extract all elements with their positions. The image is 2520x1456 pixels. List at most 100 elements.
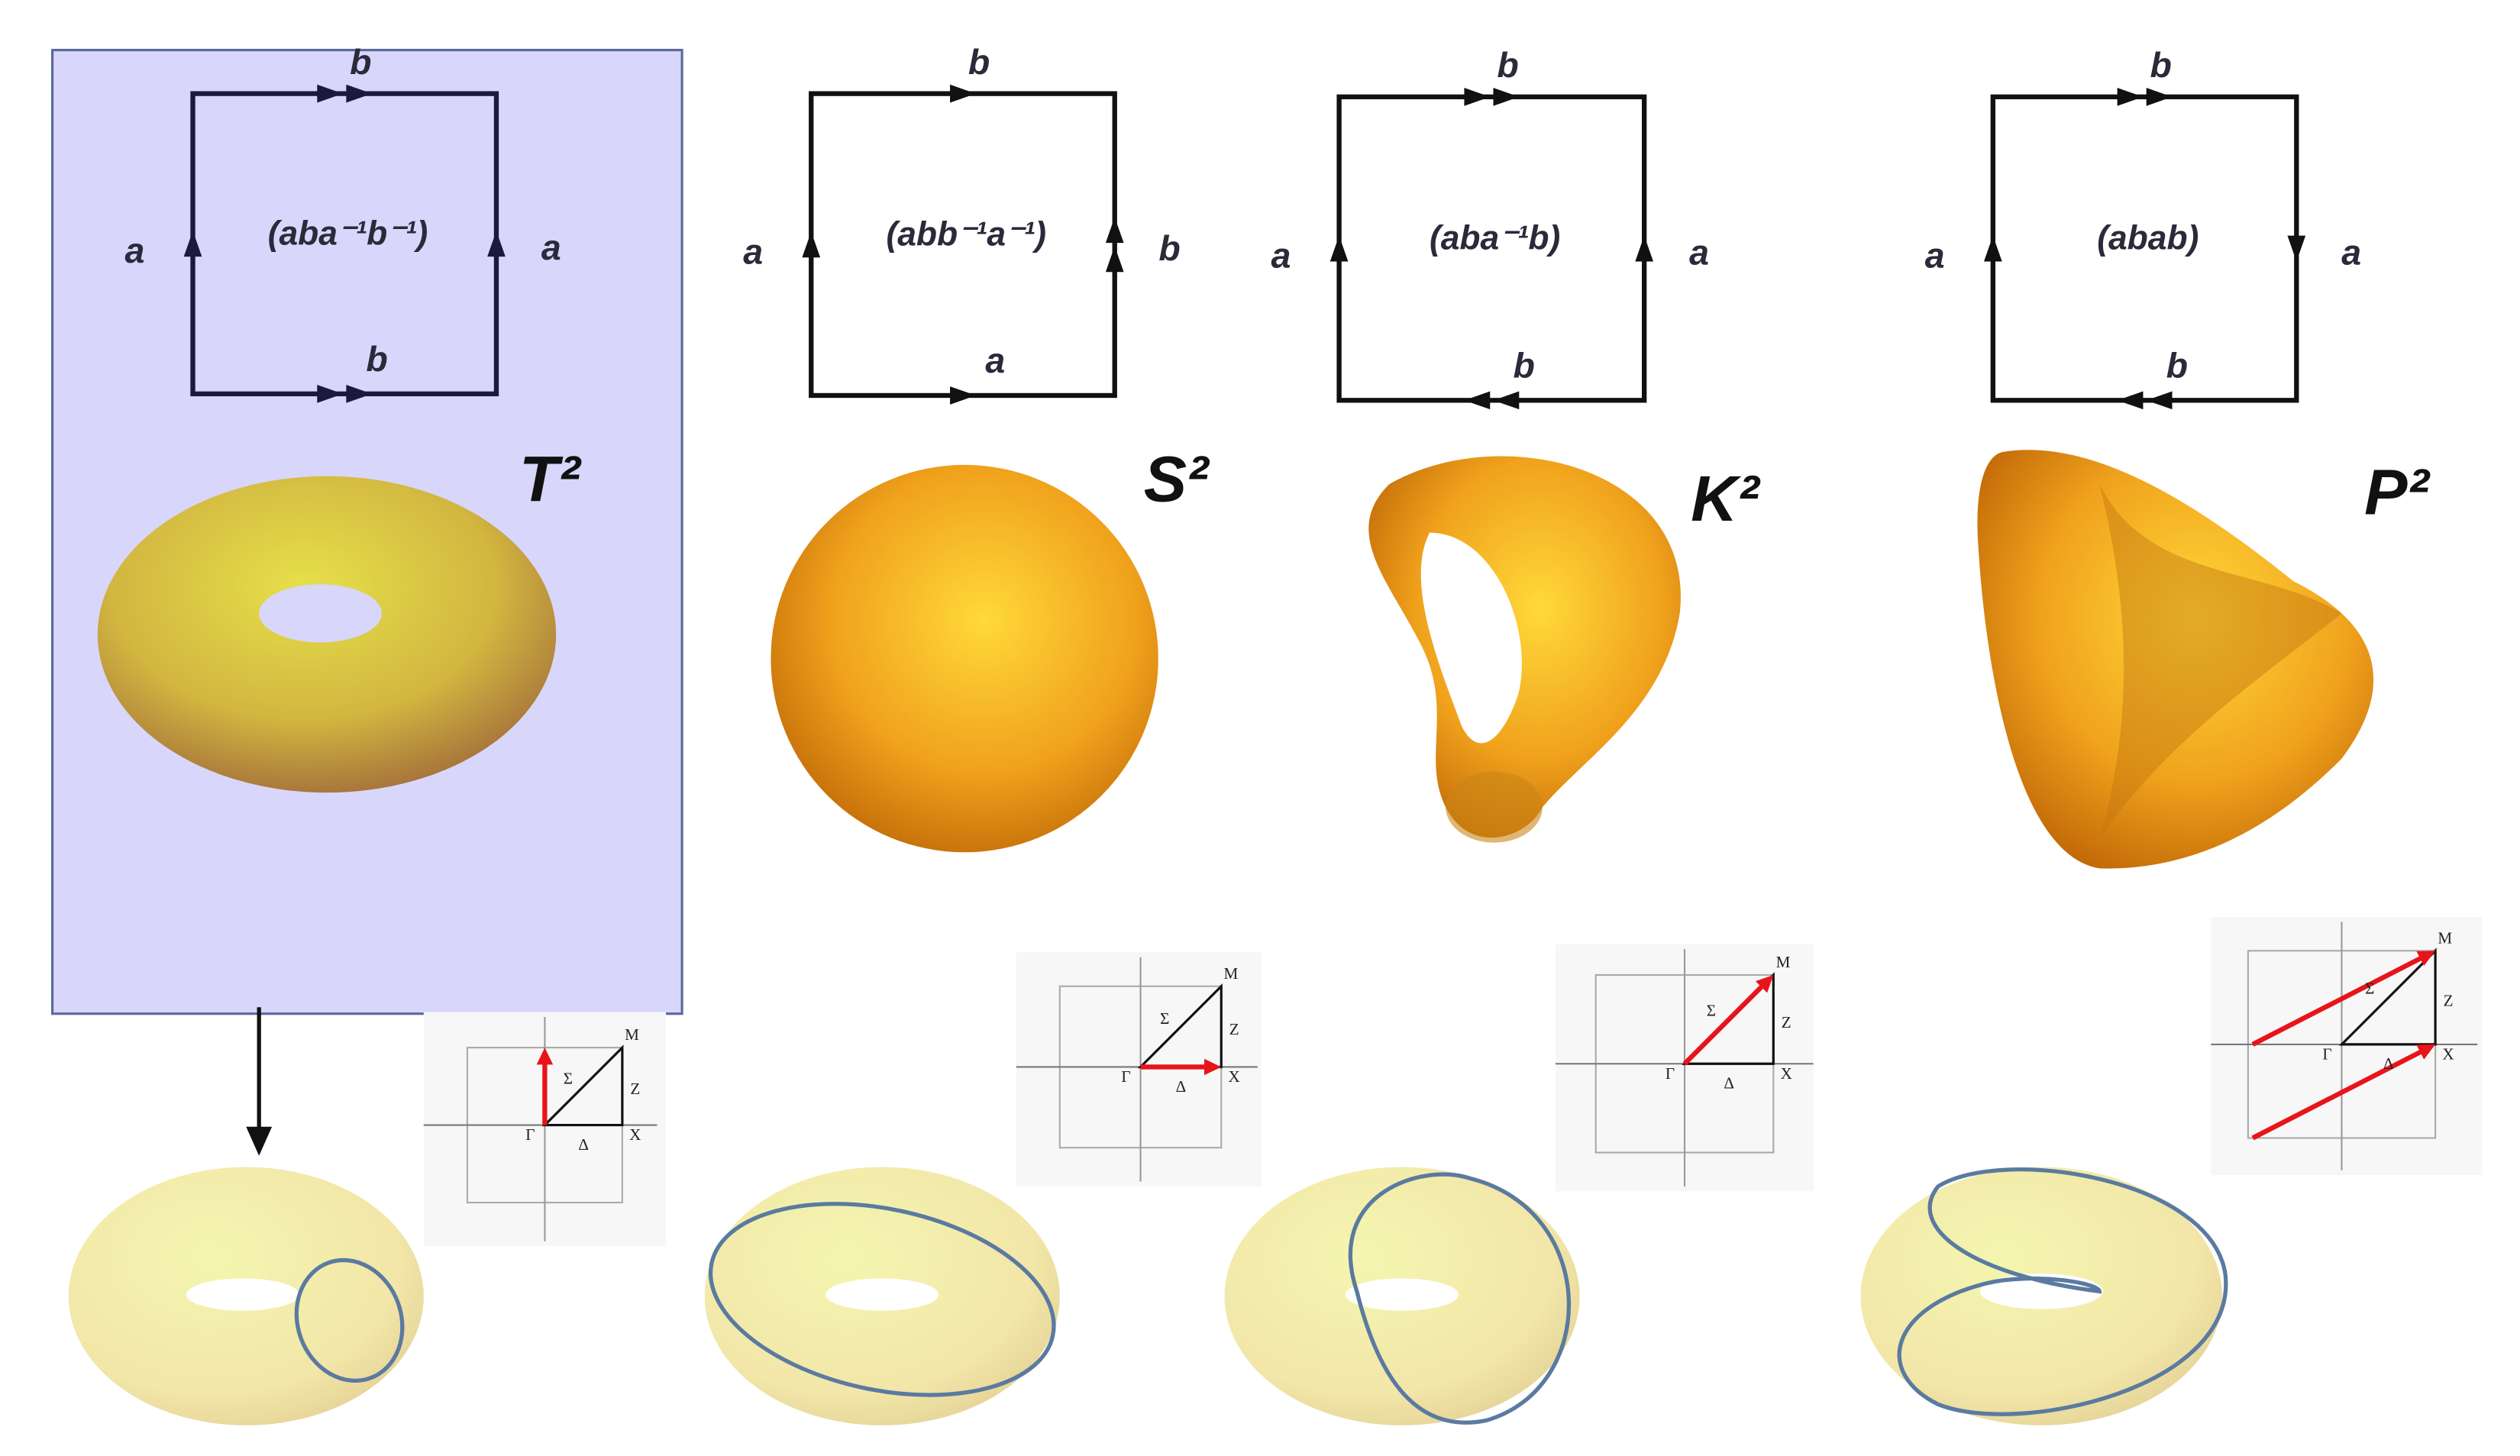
ibz [541, 1044, 624, 1127]
edge-label: a [124, 231, 144, 270]
edge-label: a [1689, 232, 1709, 272]
inset-label: Γ [525, 1125, 535, 1144]
edge-label: b [350, 42, 371, 82]
surface-name: K² [1691, 462, 1760, 534]
edge-label: b [1158, 228, 1180, 268]
edge-arrow [317, 385, 344, 403]
inset-label: Z [2444, 992, 2454, 1010]
inset-label: Γ [1665, 1064, 1675, 1083]
torus-hole [1346, 1278, 1459, 1311]
inset-label: Γ [2322, 1045, 2331, 1064]
torus-hole [186, 1278, 300, 1311]
edge-arrow [2146, 88, 2173, 106]
path-curve [294, 1257, 405, 1383]
edge-label: a [1271, 236, 1291, 276]
edge-arrow [950, 84, 976, 103]
edge-arrow [1493, 391, 1520, 410]
inset-label: Z [1782, 1013, 1791, 1031]
edge-label: a [985, 341, 1005, 380]
edge-arrow [1464, 391, 1491, 410]
edge-arrow [317, 84, 344, 103]
inset-label: X [2442, 1045, 2454, 1064]
inset-label: Γ [1121, 1067, 1130, 1086]
edge-arrow [346, 385, 373, 403]
surface-name: P² [2364, 456, 2430, 528]
edge-arrow [1984, 235, 2002, 262]
inset-label: M [1224, 964, 1239, 983]
inset-label: Δ [2383, 1054, 2394, 1073]
edge-arrow [2146, 391, 2173, 410]
edge-label: b [968, 42, 990, 82]
inset-label: M [625, 1025, 639, 1044]
ibz [2338, 948, 2437, 1046]
edge-arrow [183, 231, 202, 257]
edge-arrow [487, 231, 506, 257]
edge-label: b [2150, 45, 2172, 85]
cross-cap [1977, 450, 2374, 869]
path-curve [708, 1202, 1056, 1397]
edge-label: a [1925, 236, 1945, 276]
inset-label: Σ [564, 1070, 573, 1088]
word: (abab) [2097, 220, 2199, 257]
edge-arrow [2287, 235, 2306, 262]
edge-label: b [366, 339, 387, 379]
red-path [2251, 1048, 2424, 1141]
inset-label: X [629, 1125, 641, 1144]
inset-label: M [1776, 953, 1791, 971]
edge-arrow [2117, 88, 2144, 106]
edge-arrow [1635, 235, 1654, 262]
bottom-tori [68, 1167, 2228, 1425]
edge-arrow [1329, 235, 1349, 262]
torus-hole [259, 584, 382, 643]
red-arrow-head [1755, 974, 1774, 993]
path-curve [1897, 1167, 2228, 1416]
inset-label: Z [1229, 1020, 1239, 1038]
inset-label: Σ [1707, 1002, 1716, 1020]
red-arrow-head [2416, 951, 2436, 966]
inset-label: Z [630, 1080, 640, 1098]
sphere [771, 464, 1158, 853]
red-path [1682, 983, 1766, 1066]
edge-label: b [2166, 345, 2188, 385]
edge-arrow [1464, 88, 1491, 106]
edge-arrow [1105, 217, 1124, 244]
inset-label: Δ [1176, 1077, 1187, 1096]
edge-label: b [1497, 45, 1518, 85]
red-path [2251, 955, 2424, 1047]
inset-label: Δ [1724, 1074, 1734, 1093]
word: (abb⁻¹a⁻¹) [886, 215, 1046, 253]
edge-label: b [1513, 345, 1534, 385]
edge-arrow [2117, 391, 2144, 410]
edge-arrow [346, 84, 373, 103]
edge-label: a [743, 231, 763, 271]
edge-arrow [802, 231, 821, 258]
red-arrow-head [2416, 1044, 2436, 1060]
inset-label: Σ [2365, 980, 2374, 998]
inset-label: Δ [578, 1135, 589, 1154]
inset-bg [2211, 916, 2483, 1176]
inset-label: Σ [1160, 1009, 1169, 1028]
inset-label: M [2438, 928, 2452, 947]
cross-cap-fold [2099, 484, 2342, 840]
inset-label: X [1781, 1064, 1792, 1083]
red-arrow-head [536, 1048, 554, 1065]
surface-name: S² [1144, 443, 1210, 515]
surface-name: T² [519, 443, 582, 515]
edge-label: a [541, 228, 561, 267]
surfaces [68, 450, 2374, 1425]
word: (aba⁻¹b) [1430, 220, 1560, 257]
arrow-head [246, 1126, 273, 1156]
inset-bg [1016, 952, 1262, 1186]
torus-hole [825, 1278, 939, 1311]
klein-neck [1446, 771, 1543, 843]
word: (aba⁻¹b⁻¹) [268, 215, 428, 252]
edge-arrow [1105, 246, 1124, 273]
edge-arrow [950, 386, 976, 405]
path-curve [1348, 1172, 1571, 1425]
klein-bottle [1368, 456, 1681, 838]
inset-label: X [1229, 1067, 1240, 1086]
edge-arrow [1493, 88, 1520, 106]
edge-label: a [2341, 232, 2361, 272]
red-arrow-head [1203, 1058, 1222, 1076]
